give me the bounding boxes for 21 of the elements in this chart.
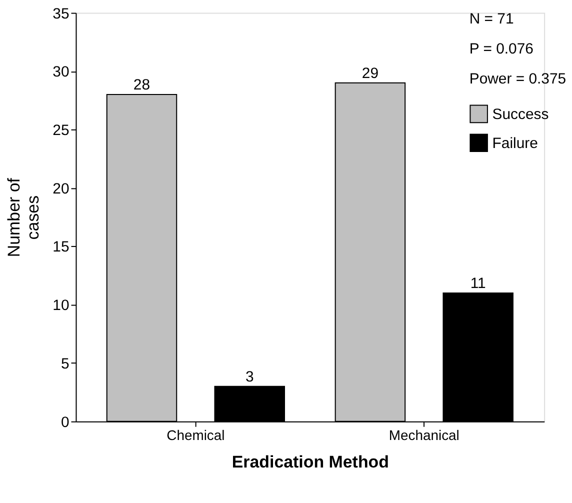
y-tick-label: 30 bbox=[52, 64, 70, 81]
data-label: 29 bbox=[362, 64, 379, 82]
annotation: N = 71 bbox=[469, 10, 514, 28]
legend-label: Failure bbox=[492, 134, 538, 152]
data-label: 3 bbox=[245, 368, 254, 386]
y-tick-label: 15 bbox=[52, 238, 70, 256]
y-tick-label: 10 bbox=[52, 297, 70, 314]
legend-label: Success bbox=[492, 106, 549, 123]
x-tick-label: Chemical bbox=[166, 426, 225, 443]
data-label: 28 bbox=[133, 76, 150, 94]
y-tick-label: 0 bbox=[60, 414, 70, 431]
annotation: P = 0.076 bbox=[469, 40, 534, 58]
y-tick-label: 35 bbox=[52, 5, 70, 22]
annotation: Power = 0.375 bbox=[469, 70, 566, 88]
data-label: 11 bbox=[470, 274, 486, 292]
y-tick-label: 20 bbox=[52, 180, 70, 198]
y-tick-label: 5 bbox=[60, 355, 70, 372]
x-axis-title: Eradication Method bbox=[232, 452, 389, 472]
y-tick-label: 25 bbox=[52, 122, 70, 140]
x-tick-label: Mechanical bbox=[388, 426, 460, 443]
y-axis-title: Number of cases bbox=[4, 178, 43, 258]
